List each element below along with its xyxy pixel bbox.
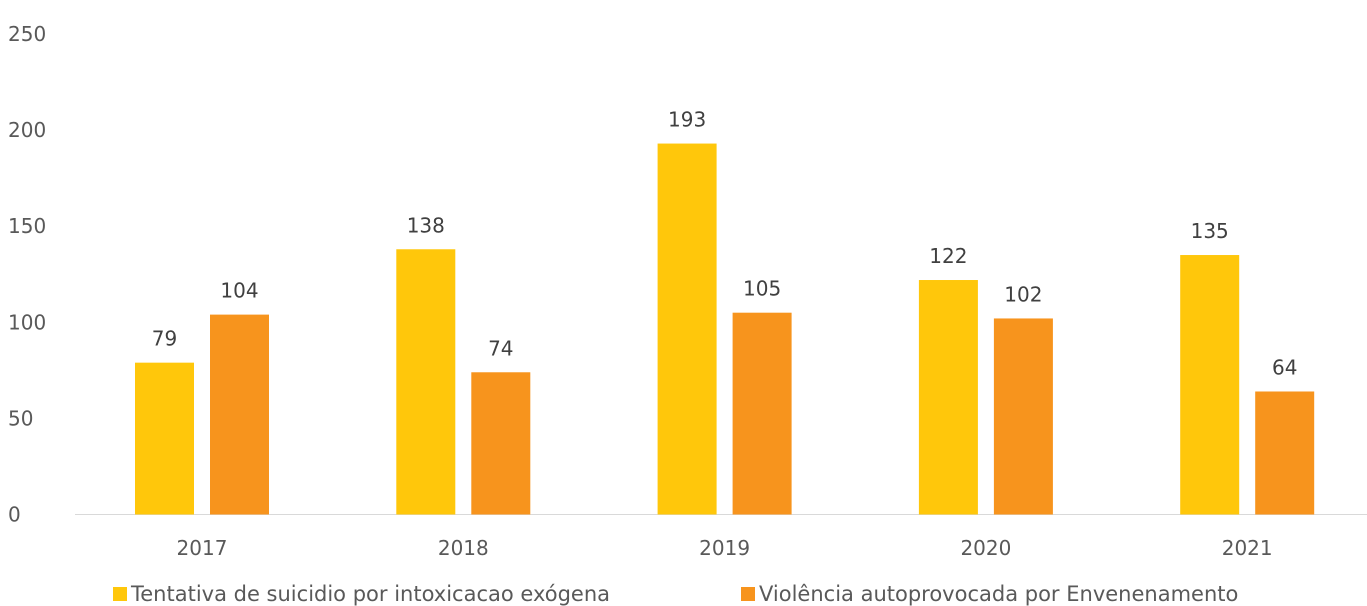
y-tick-label: 200 [8,118,46,142]
bar-series-2 [210,314,269,515]
bar-series-2 [993,318,1053,515]
bar-series-1 [1180,255,1240,515]
x-tick-label: 2020 [960,536,1011,560]
data-label-series-1: 138 [407,213,445,237]
legend-label-series-2: Violência autoprovocada por Envenenament… [759,582,1239,606]
y-axis-tick-labels: 0 50 100 150 200 250 [8,22,46,527]
y-tick-label: 150 [8,214,46,238]
data-labels: 79 138 193 122 135 104 74 105 102 64 [152,108,1298,380]
data-label-series-2: 104 [220,279,258,303]
x-tick-label: 2018 [438,536,489,560]
bar-series-1 [918,280,978,515]
data-label-series-2: 102 [1004,282,1042,306]
legend-label-series-1: Tentativa de suicidio por intoxicacao ex… [131,582,611,606]
y-tick-label: 250 [8,22,46,46]
bar-series-2 [732,312,792,515]
bar-series-1 [657,143,717,515]
legend-item-series-1: Tentativa de suicidio por intoxicacao ex… [113,582,610,606]
y-tick-label: 0 [8,503,21,527]
bar-series-2 [1255,391,1315,515]
bar-series-1 [135,362,194,515]
legend-item-series-2: Violência autoprovocada por Envenenament… [741,582,1238,606]
legend: Tentativa de suicidio por intoxicacao ex… [0,582,1367,606]
bar-series-2 [471,372,531,515]
bar-series-1 [396,249,456,515]
bars [135,143,1315,515]
data-label-series-1: 122 [929,244,967,268]
legend-swatch-series-2 [741,587,755,601]
y-tick-label: 100 [8,310,46,334]
x-axis-tick-labels: 2017 2018 2019 2020 2021 [177,536,1273,560]
data-label-series-2: 105 [743,277,781,301]
x-tick-label: 2021 [1222,536,1273,560]
data-label-series-1: 79 [152,327,177,351]
legend-swatch-series-1 [113,587,127,601]
x-tick-label: 2017 [177,536,228,560]
data-label-series-1: 135 [1191,219,1229,243]
y-tick-label: 50 [8,406,33,430]
x-tick-label: 2019 [699,536,750,560]
data-label-series-2: 74 [488,336,513,360]
data-label-series-1: 193 [668,108,706,132]
data-label-series-2: 64 [1272,355,1297,379]
